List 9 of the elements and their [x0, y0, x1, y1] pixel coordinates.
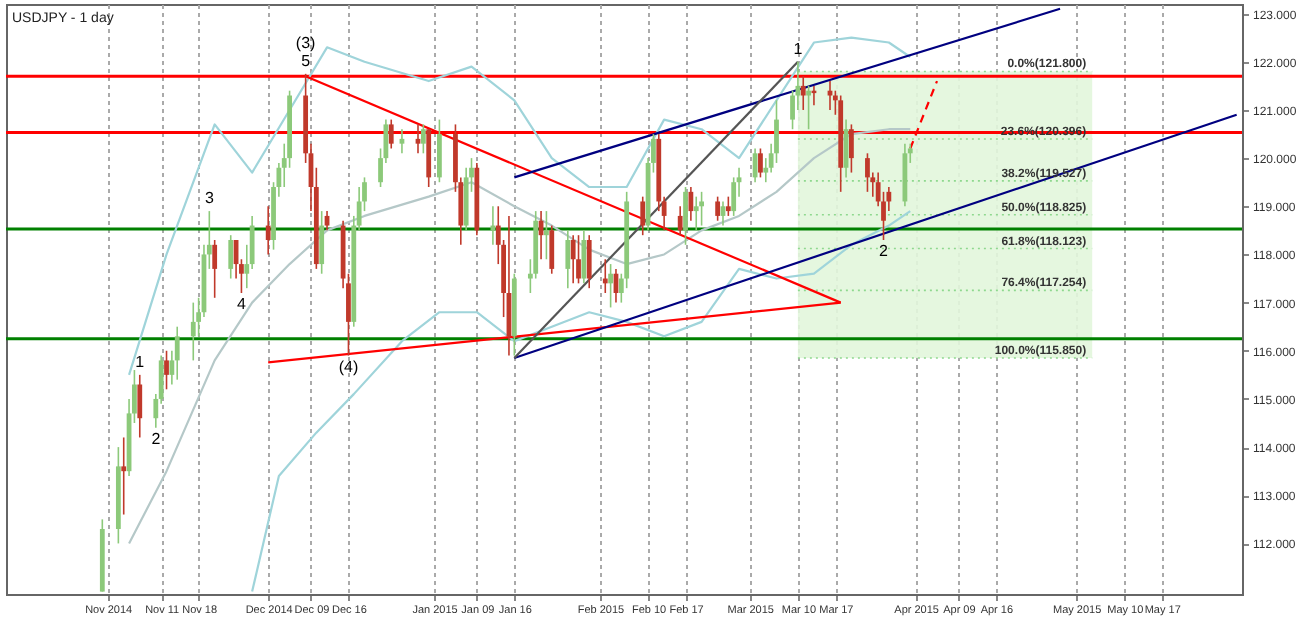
annotation: 2: [151, 429, 162, 448]
annotation: (4): [338, 357, 359, 376]
annotation: 2: [879, 242, 890, 260]
annotation: 1: [135, 352, 146, 371]
annotation: 5: [301, 51, 312, 70]
annotation: 3: [204, 189, 215, 208]
annotation: (3): [295, 33, 317, 52]
annotation: 4: [236, 294, 247, 313]
annotation: 1: [793, 39, 804, 58]
